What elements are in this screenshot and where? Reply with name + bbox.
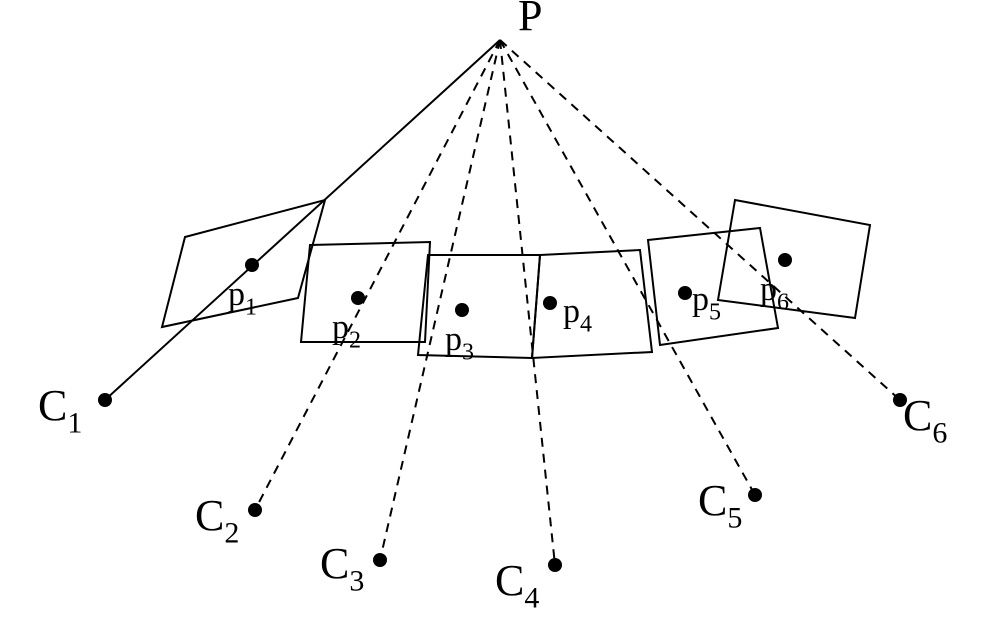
svg-text:P: P: [518, 0, 542, 40]
projection-diagram: p1p2p3p4p5p6C1C2C3C4C5C6P: [0, 0, 1000, 631]
